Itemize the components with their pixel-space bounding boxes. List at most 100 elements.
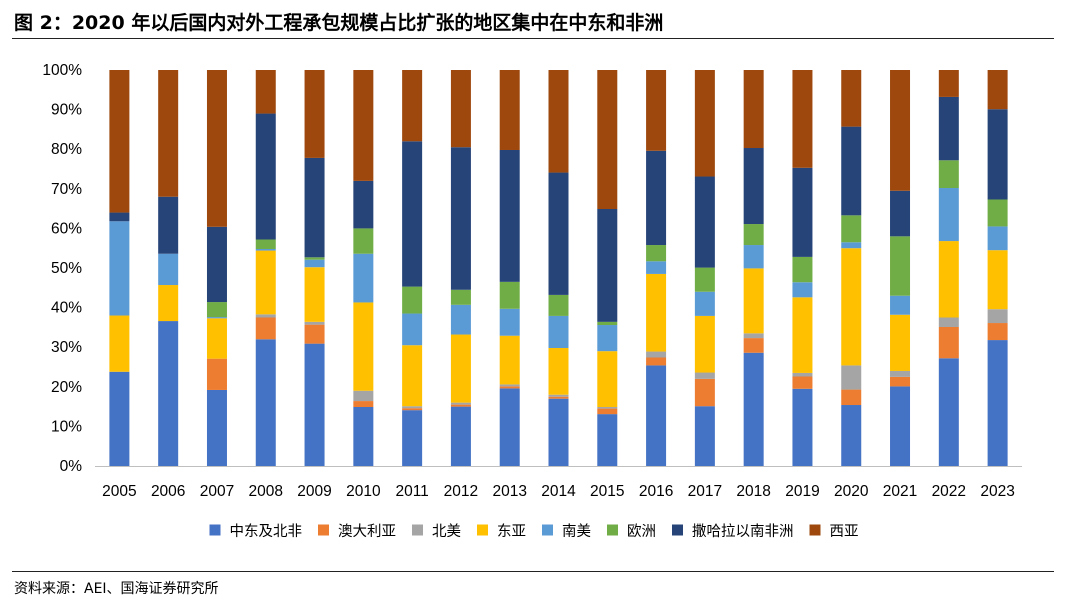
bar-segment-2017-s0 — [694, 406, 715, 466]
bar-stack-2009 — [304, 70, 325, 466]
bar-segment-2007-s7 — [206, 70, 227, 227]
bar-stack-2019 — [792, 70, 813, 466]
legend-item: 欧洲 — [607, 523, 656, 540]
legend-item: 西亚 — [809, 524, 859, 540]
x-tick-label: 2013 — [492, 483, 526, 500]
bar-segment-2007-s0 — [206, 389, 227, 466]
bar-segment-2008-s0 — [255, 339, 276, 466]
bar-segment-2007-s1 — [206, 358, 227, 390]
bar-segment-2011-s0 — [402, 410, 423, 466]
bar-stack-2012 — [450, 70, 471, 466]
legend-label: 中东及北非 — [230, 523, 303, 540]
legend-swatch — [477, 524, 488, 536]
legend: 中东及北非 澳大利亚 北美 东亚 南美 欧洲 撒哈拉以南非洲 西亚 — [209, 523, 859, 540]
bar-segment-2021-s1 — [890, 376, 911, 387]
bar-segment-2012-s4 — [450, 304, 471, 335]
source-rule — [12, 571, 1054, 572]
legend-item: 撒哈拉以南非洲 — [672, 523, 794, 540]
bar-segment-2023-s0 — [987, 340, 1008, 466]
bar-stack-2008 — [255, 70, 276, 466]
bar-segment-2023-s4 — [987, 226, 1008, 251]
bar-segment-2008-s3 — [255, 250, 276, 315]
bar-segment-2011-s1 — [402, 408, 423, 411]
bar-stack-2016 — [646, 70, 667, 466]
bar-segment-2017-s2 — [694, 372, 715, 379]
bar-segment-2013-s6 — [499, 149, 520, 282]
bar-segment-2015-s2 — [597, 407, 618, 409]
bar-stack-2018 — [743, 70, 764, 466]
bar-segment-2009-s1 — [304, 324, 325, 344]
bar-segment-2009-s0 — [304, 343, 325, 466]
legend-label: 撒哈拉以南非洲 — [692, 523, 794, 540]
y-tick-label: 70% — [51, 181, 82, 198]
legend-item: 中东及北非 — [209, 523, 303, 540]
bar-segment-2009-s5 — [304, 257, 325, 260]
bar-segment-2005-s0 — [109, 371, 130, 466]
bar-stack-2006 — [158, 70, 179, 466]
y-axis: 0% 10% 20% 30% 40% 50% 60% 70% 80% 90% 100% — [42, 62, 82, 475]
bar-segment-2021-s3 — [890, 314, 911, 371]
y-tick-label: 50% — [51, 260, 82, 277]
bar-segment-2012-s7 — [450, 70, 471, 148]
legend-swatch — [209, 524, 221, 536]
y-tick-label: 40% — [51, 300, 82, 317]
legend-swatch — [318, 524, 329, 536]
bar-segment-2020-s5 — [841, 215, 862, 243]
bar-segment-2017-s5 — [694, 267, 715, 292]
bar-segment-2014-s3 — [548, 347, 569, 395]
bar-stack-2021 — [890, 70, 911, 466]
bar-segment-2011-s7 — [402, 70, 423, 142]
bar-segment-2008-s4 — [255, 248, 276, 251]
bar-segment-2009-s3 — [304, 267, 325, 322]
bar-segment-2019-s4 — [792, 282, 813, 298]
bar-segment-2013-s4 — [499, 308, 520, 336]
bar-segment-2015-s5 — [597, 321, 618, 326]
bar-segment-2010-s7 — [353, 70, 374, 181]
bar-segment-2005-s4 — [109, 221, 130, 316]
bar-segment-2015-s3 — [597, 351, 618, 407]
y-tick-label: 80% — [51, 141, 82, 158]
legend-swatch — [607, 524, 618, 536]
bar-segment-2020-s0 — [841, 405, 862, 466]
bar-segment-2016-s1 — [646, 357, 667, 366]
bar-segment-2016-s0 — [646, 365, 667, 466]
bar-segment-2005-s7 — [109, 70, 130, 213]
y-tick-label: 60% — [51, 220, 82, 237]
legend-label: 东亚 — [497, 523, 526, 540]
bar-segment-2009-s7 — [304, 70, 325, 158]
legend-item: 东亚 — [477, 523, 526, 540]
y-tick-label: 100% — [42, 62, 82, 79]
bar-segment-2022-s3 — [938, 241, 959, 318]
bar-segment-2006-s4 — [158, 253, 179, 286]
bar-segment-2014-s1 — [548, 396, 569, 399]
bar-segment-2008-s5 — [255, 239, 276, 249]
bar-segment-2015-s1 — [597, 408, 618, 415]
bar-segment-2016-s7 — [646, 70, 667, 151]
legend-item: 南美 — [542, 523, 591, 540]
bar-segment-2023-s5 — [987, 199, 1008, 227]
bar-segment-2016-s3 — [646, 273, 667, 352]
bar-segment-2023-s1 — [987, 323, 1008, 341]
bar-segment-2022-s1 — [938, 327, 959, 359]
x-tick-label: 2018 — [736, 483, 770, 500]
x-tick-label: 2023 — [980, 483, 1014, 500]
x-tick-label: 2010 — [346, 483, 381, 500]
bar-segment-2012-s3 — [450, 334, 471, 403]
bar-segment-2023-s3 — [987, 250, 1008, 310]
bar-segment-2022-s0 — [938, 358, 959, 466]
bar-segment-2022-s7 — [938, 70, 959, 97]
y-tick-label: 30% — [51, 339, 82, 356]
x-tick-label: 2009 — [297, 483, 331, 500]
bar-segment-2018-s2 — [743, 333, 764, 339]
legend-swatch — [809, 524, 821, 536]
y-tick-label: 0% — [60, 458, 83, 475]
bar-segment-2010-s5 — [353, 228, 374, 254]
bar-segment-2019-s6 — [792, 167, 813, 257]
x-tick-label: 2019 — [785, 483, 819, 500]
bar-segment-2016-s5 — [646, 245, 667, 262]
bar-segment-2007-s6 — [206, 226, 227, 303]
bar-segment-2018-s1 — [743, 338, 764, 353]
bar-segment-2008-s7 — [255, 70, 276, 114]
bar-segment-2010-s2 — [353, 390, 374, 402]
bar-stack-2011 — [402, 70, 423, 466]
